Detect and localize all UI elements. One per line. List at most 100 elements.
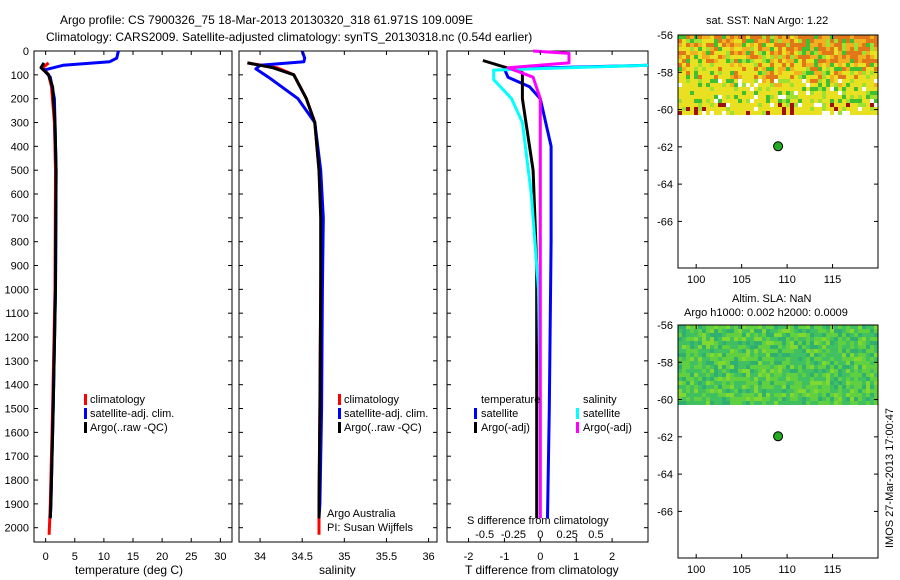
heatmap-cell [786,349,790,353]
heatmap-cell [774,67,778,71]
heatmap-cell [854,83,858,87]
heatmap-cell [714,51,718,55]
heatmap-cell [866,95,870,99]
heatmap-cell [810,111,814,115]
heatmap-cell [830,341,834,345]
heatmap-cell [690,401,694,405]
heatmap-cell [786,43,790,47]
heatmap-cell [698,345,702,349]
heatmap-cell [702,43,706,47]
heatmap-cell [822,377,826,381]
heatmap-cell [810,75,814,79]
heatmap-cell [766,39,770,43]
heatmap-cell [862,99,866,103]
heatmap-cell [790,111,794,115]
heatmap-cell [870,401,874,405]
series-line-T-argo [482,59,539,519]
heatmap-cell [694,71,698,75]
heatmap-cell [754,393,758,397]
heatmap-cell [742,381,746,385]
heatmap-cell [814,71,818,75]
heatmap-cell [726,91,730,95]
heatmap-cell [866,361,870,365]
heatmap-cell [706,393,710,397]
s-tick-label: 0 [537,529,543,541]
heatmap-cell [706,373,710,377]
heatmap-cell [738,39,742,43]
x-tick-label: 1 [573,551,579,563]
heatmap-cell [706,377,710,381]
heatmap-cell [826,401,830,405]
heatmap-cell [838,51,842,55]
heatmap-cell [770,75,774,79]
heatmap-cell [742,35,746,39]
heatmap-cell [694,43,698,47]
heatmap-cell [782,369,786,373]
heatmap-cell [842,373,846,377]
heatmap-cell [834,39,838,43]
heatmap-cell [790,333,794,337]
heatmap-cell [698,43,702,47]
heatmap-cell [870,59,874,63]
heatmap-cell [826,71,830,75]
heatmap-cell [710,95,714,99]
heatmap-cell [722,107,726,111]
heatmap-cell [682,51,686,55]
heatmap-cell [742,353,746,357]
heatmap-cell [730,373,734,377]
heatmap-cell [866,341,870,345]
heatmap-cell [730,333,734,337]
depth-tick-label: 900 [11,261,29,273]
heatmap-cell [754,341,758,345]
heatmap-cell [722,341,726,345]
heatmap-cell [774,389,778,393]
heatmap-cell [874,389,878,393]
lat-tick-label: -64 [657,179,673,191]
heatmap-cell [722,397,726,401]
heatmap-cell [774,43,778,47]
heatmap-cell [834,59,838,63]
heatmap-cell [782,107,786,111]
heatmap-cell [782,389,786,393]
heatmap-cell [718,59,722,63]
depth-axis-labels: 0100200300400500600700800900100011001200… [5,46,29,535]
heatmap-cell [862,47,866,51]
x-tick-label: 10 [98,551,110,563]
heatmap-cell [842,325,846,329]
heatmap-cell [814,75,818,79]
heatmap-cell [810,357,814,361]
heatmap-cell [746,87,750,91]
heatmap-cell [702,47,706,51]
heatmap-cell [802,389,806,393]
heatmap-cell [778,47,782,51]
heatmap-cell [766,401,770,405]
heatmap-cell [770,59,774,63]
heatmap-cell [734,59,738,63]
heatmap-cell [682,71,686,75]
heatmap-cell [746,107,750,111]
heatmap-cell [862,369,866,373]
heatmap-cell [850,59,854,63]
heatmap-cell [758,385,762,389]
heatmap-cell [746,353,750,357]
heatmap-cell [806,99,810,103]
heatmap-cell [830,385,834,389]
heatmap-cell [750,329,754,333]
heatmap-cell [682,341,686,345]
heatmap-cell [746,59,750,63]
heatmap-cell [822,345,826,349]
heatmap-cell [766,91,770,95]
heatmap-cell [738,381,742,385]
heatmap-cell [830,111,834,115]
heatmap-cell [722,67,726,71]
heatmap-cell [790,55,794,59]
heatmap-cell [702,377,706,381]
heatmap-cell [826,365,830,369]
heatmap-cell [870,71,874,75]
heatmap-cell [822,95,826,99]
heatmap-cell [798,47,802,51]
heatmap-cell [802,333,806,337]
heatmap-cell [706,99,710,103]
figure-title-line2: Climatology: CARS2009. Satellite-adjuste… [46,30,532,44]
heatmap-cell [866,99,870,103]
